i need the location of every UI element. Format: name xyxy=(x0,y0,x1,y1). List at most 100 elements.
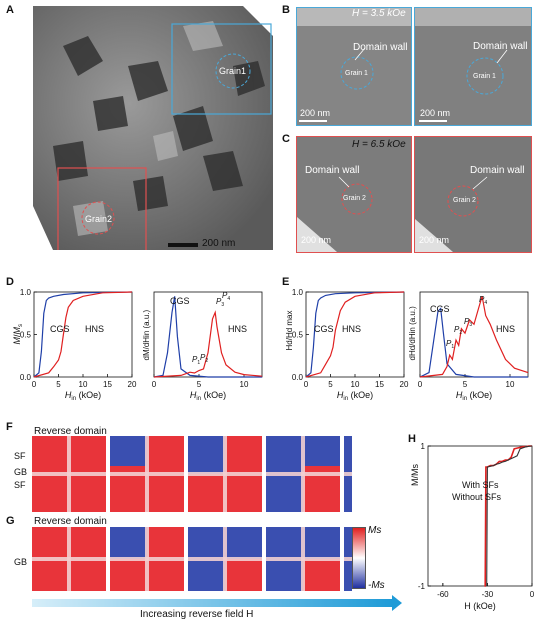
grain2-c-left: Grain 2 xyxy=(343,195,366,202)
legend-hns: HNS xyxy=(496,324,515,334)
x-tick-label: 10 xyxy=(351,380,360,389)
panel-g-simulations xyxy=(32,527,418,596)
panel-b-right-image: Domain wall Grain 1 200 nm xyxy=(414,7,532,126)
y-axis-label: dHd/dHin (a.u.) xyxy=(408,306,417,361)
y-tick-label: 1 xyxy=(421,442,426,451)
sim-tile xyxy=(32,436,106,512)
x-tick-label: 10 xyxy=(79,380,88,389)
grain-boundary-h xyxy=(344,472,418,476)
chart-h: -60 -30 0 -1 1 With SFs Without SFs H (kOe) M/Ms xyxy=(410,442,535,611)
scale-bar-a xyxy=(168,243,198,247)
panel-label-h: H xyxy=(408,433,416,445)
x-tick-label: 20 xyxy=(400,380,409,389)
domain-wall-c-left: Domain wall xyxy=(305,165,360,176)
y-axis-label: M/Ms xyxy=(12,324,24,345)
panel-label-c: C xyxy=(282,133,290,145)
sim-tile xyxy=(266,436,340,512)
grain-boundary-v xyxy=(145,436,149,512)
plot-frame xyxy=(33,291,133,378)
x-axis-label: Hin (kOe) xyxy=(65,390,101,402)
grain-boundary-v xyxy=(67,527,71,591)
scale-b-right: 200 nm xyxy=(420,108,451,118)
panel-f-title: Reverse domain xyxy=(34,426,107,437)
panel-g-title: Reverse domain xyxy=(34,516,107,527)
y-tick-label: 0.5 xyxy=(292,331,304,340)
panel-f-sf1: SF xyxy=(14,451,26,461)
grain-boundary-v xyxy=(301,527,305,591)
domain-region xyxy=(303,559,340,591)
x-axis-label: Hin (kOe) xyxy=(190,390,226,402)
peak-label: P1 xyxy=(446,339,454,350)
plot-frame xyxy=(305,291,405,378)
x-tick-label: 0 xyxy=(32,380,37,389)
y-tick-label: 0.0 xyxy=(292,373,304,382)
legend-hns: HNS xyxy=(228,324,247,334)
y-axis-label: dM/dHin (a.u.) xyxy=(142,309,151,360)
x-tick-label: 15 xyxy=(103,380,112,389)
panel-f-simulations xyxy=(32,436,418,517)
series-line-cgs xyxy=(153,296,262,378)
x-tick-label: 0 xyxy=(530,590,535,599)
x-tick-label: 20 xyxy=(128,380,137,389)
sim-tile xyxy=(344,527,418,591)
reverse-field-arrow xyxy=(32,599,392,607)
x-tick-label: 10 xyxy=(240,380,249,389)
y-tick-label: -1 xyxy=(418,582,426,591)
scale-text-a: 200 nm xyxy=(202,238,236,249)
chart-e-right: 0 5 10 Hin (kOe) dHd/dHin (a.u.) CGS HNS P1P2P3… xyxy=(408,291,529,402)
grain1-b-left: Grain 1 xyxy=(345,70,368,77)
sim-tile xyxy=(188,527,262,591)
panel-label-f: F xyxy=(6,421,13,433)
series-line-hns xyxy=(419,296,529,378)
panel-a-tem-image: Grain1 Grain2 xyxy=(33,6,273,250)
y-tick-label: 1.0 xyxy=(292,288,304,297)
x-tick-label: 5 xyxy=(328,380,333,389)
peak-label: P2 xyxy=(200,353,208,364)
series-line-without-sfs xyxy=(485,445,533,587)
scale-b: 200 nm xyxy=(300,108,331,118)
peak-label: P2 xyxy=(454,325,462,336)
sim-tile xyxy=(266,527,340,591)
panel-c-right-image: Domain wall Grain 2 200 nm xyxy=(414,136,532,253)
series-line-cgs xyxy=(419,307,528,378)
x-tick-label: 0 xyxy=(152,380,157,389)
chart-e-left: 0 5 10 15 20 0.0 0.5 1.0 Hin (kOe) Hd/Hd max CGS HN… xyxy=(285,288,409,402)
colorbar xyxy=(352,527,366,589)
series-line-hns xyxy=(33,291,133,378)
domain-wall-b-right: Domain wall xyxy=(473,41,528,52)
peak-label: P4 xyxy=(479,295,487,306)
x-tick-label: 10 xyxy=(506,380,515,389)
x-tick-label: -60 xyxy=(437,590,449,599)
domain-wall-b-left: Domain wall xyxy=(353,42,408,53)
plot-frame xyxy=(427,445,533,587)
legend-cgs: CGS xyxy=(314,324,334,334)
grain2-c-right: Grain 2 xyxy=(453,197,476,204)
sim-tile xyxy=(110,436,184,512)
panel-g-gb: GB xyxy=(14,557,28,567)
scale-c-right: 200 nm xyxy=(419,235,450,245)
x-axis-label: Hin (kOe) xyxy=(456,390,492,402)
sim-tile xyxy=(32,527,106,591)
legend-without-sfs: Without SFs xyxy=(452,492,502,502)
sim-tile xyxy=(344,436,418,512)
grain1-b-right: Grain 1 xyxy=(473,73,496,80)
legend-hns: HNS xyxy=(85,324,104,334)
panel-b-left-image: Domain wall Grain 1 200 nm xyxy=(296,7,412,126)
grain-boundary-h xyxy=(344,557,418,561)
x-axis-label: Hin (kOe) xyxy=(337,390,373,402)
domain-region xyxy=(188,436,225,474)
y-axis-label: M/Ms xyxy=(410,464,420,486)
grain2-label: Grain2 xyxy=(85,214,113,224)
grain1-label: Grain1 xyxy=(219,66,247,76)
legend-cgs: CGS xyxy=(50,324,70,334)
legend-cgs: CGS xyxy=(170,296,190,306)
reverse-field-label: Increasing reverse field H xyxy=(140,609,254,620)
x-tick-label: 15 xyxy=(375,380,384,389)
panel-label-d: D xyxy=(6,276,14,288)
x-tick-label: 0 xyxy=(304,380,309,389)
domain-region xyxy=(110,436,147,466)
y-tick-label: 1.0 xyxy=(20,288,32,297)
grain-boundary-v xyxy=(67,436,71,512)
field-label-c: H = 6.5 kOe xyxy=(352,139,406,150)
